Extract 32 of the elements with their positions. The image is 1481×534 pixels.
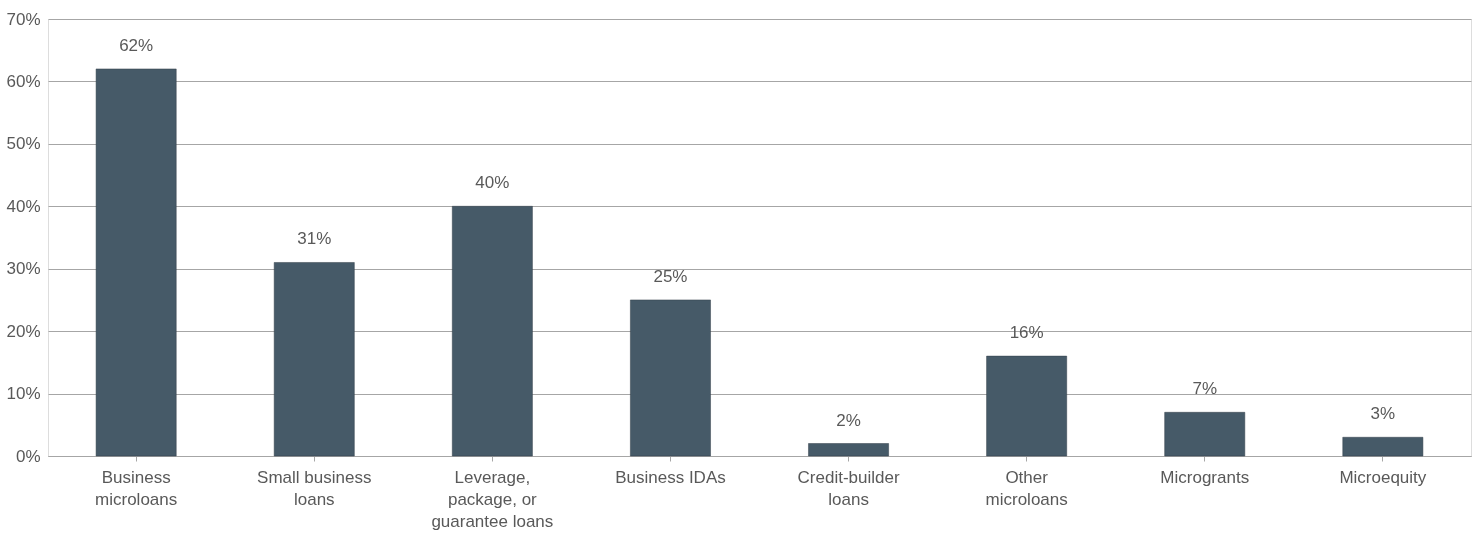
data-label: 31%: [297, 229, 332, 249]
x-tick-label: Leverage, package, or guarantee loans: [431, 467, 554, 531]
bar: [630, 299, 711, 457]
bar: [986, 355, 1067, 457]
x-tick-label: Business microloans: [95, 467, 178, 509]
data-label: 62%: [119, 35, 154, 55]
x-tick-label: Small business loans: [257, 467, 372, 509]
data-label: 40%: [475, 173, 510, 193]
y-tick-label: 20%: [6, 321, 41, 341]
data-label: 2%: [836, 410, 861, 430]
x-tick-label: Credit-builder loans: [797, 467, 900, 509]
data-label: 25%: [653, 266, 688, 286]
bar: [452, 206, 533, 457]
x-tick-label: Other microloans: [985, 467, 1068, 509]
bar: [273, 262, 355, 457]
y-tick-label: 70%: [6, 9, 41, 29]
bar: [808, 443, 889, 457]
x-tick-label: Business IDAs: [615, 467, 726, 487]
x-tick-label: Microequity: [1339, 467, 1427, 487]
data-label: 3%: [1370, 404, 1396, 424]
y-tick-label: 0%: [15, 446, 41, 466]
y-tick-label: 30%: [6, 259, 41, 279]
x-tick-label: Microgrants: [1160, 467, 1250, 487]
bar: [95, 68, 177, 457]
bar: [1164, 412, 1246, 457]
data-label: 7%: [1192, 379, 1218, 399]
data-label: 16%: [1009, 323, 1044, 343]
y-tick-label: 40%: [6, 196, 41, 216]
y-tick-label: 60%: [6, 71, 41, 91]
y-tick-label: 10%: [6, 384, 41, 404]
bar: [1342, 437, 1424, 457]
y-tick-label: 50%: [6, 134, 41, 154]
